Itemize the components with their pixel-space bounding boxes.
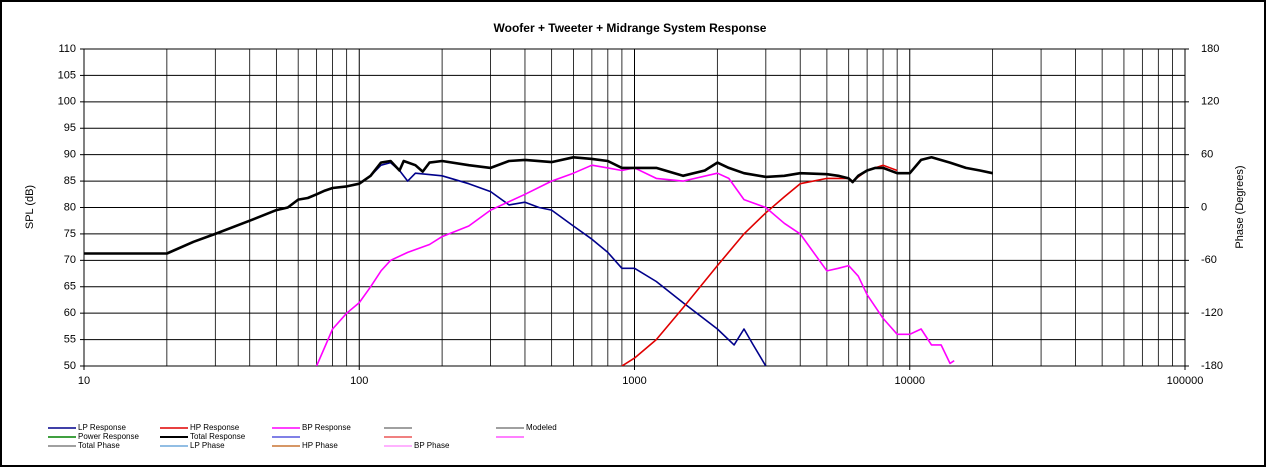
legend-label: HP Phase bbox=[302, 441, 338, 450]
y-tick-label: 100 bbox=[58, 96, 76, 108]
series-line bbox=[315, 164, 955, 366]
y-tick-label: 110 bbox=[58, 43, 76, 55]
x-tick-label: 10 bbox=[78, 375, 90, 387]
legend-label: LP Response bbox=[78, 423, 126, 432]
y-tick-label: 95 bbox=[64, 122, 76, 134]
y2-tick-label: -180 bbox=[1201, 360, 1223, 372]
legend-label: Modeled bbox=[526, 423, 557, 432]
plot-area bbox=[83, 48, 1186, 367]
y2-tick-label: 60 bbox=[1201, 149, 1213, 161]
legend-blank-samples bbox=[272, 427, 524, 438]
legend-label: HP Response bbox=[190, 423, 240, 432]
y2-tick-label: -120 bbox=[1201, 307, 1223, 319]
x-tick-label: 1000 bbox=[622, 375, 646, 387]
y2-tick-label: 0 bbox=[1201, 201, 1207, 213]
y-tick-label: 60 bbox=[64, 307, 76, 319]
y-tick-label: 85 bbox=[64, 175, 76, 187]
y2-axis-label: Phase (Degrees) bbox=[1234, 165, 1246, 248]
legend-label: LP Phase bbox=[190, 441, 225, 450]
y-tick-label: 70 bbox=[64, 254, 76, 266]
y-axis-label: SPL (dB) bbox=[24, 185, 36, 229]
legend-label: BP Response bbox=[302, 423, 351, 432]
series-line bbox=[358, 161, 767, 366]
x-tick-label: 100000 bbox=[1167, 375, 1204, 387]
y-tick-label: 55 bbox=[64, 333, 76, 345]
y-tick-label: 65 bbox=[64, 281, 76, 293]
y-tick-label: 80 bbox=[64, 201, 76, 213]
x-tick-label: 10000 bbox=[894, 375, 925, 387]
legend-label: BP Phase bbox=[414, 441, 450, 450]
y-tick-label: 75 bbox=[64, 228, 76, 240]
chart-title: Woofer + Tweeter + Midrange System Respo… bbox=[494, 21, 767, 35]
legend-label: Total Phase bbox=[78, 441, 120, 450]
x-tick-label: 100 bbox=[350, 375, 368, 387]
y-tick-label: 105 bbox=[58, 69, 76, 81]
legend-label: Power Response bbox=[78, 432, 139, 441]
series-line bbox=[84, 156, 993, 255]
y-tick-label: 90 bbox=[64, 149, 76, 161]
legend-label: Total Response bbox=[190, 432, 246, 441]
y-tick-label: 50 bbox=[64, 360, 76, 372]
y2-tick-label: 120 bbox=[1201, 96, 1219, 108]
plot-lines bbox=[84, 156, 993, 366]
y2-tick-label: 180 bbox=[1201, 43, 1219, 55]
y2-tick-label: -60 bbox=[1201, 254, 1217, 266]
